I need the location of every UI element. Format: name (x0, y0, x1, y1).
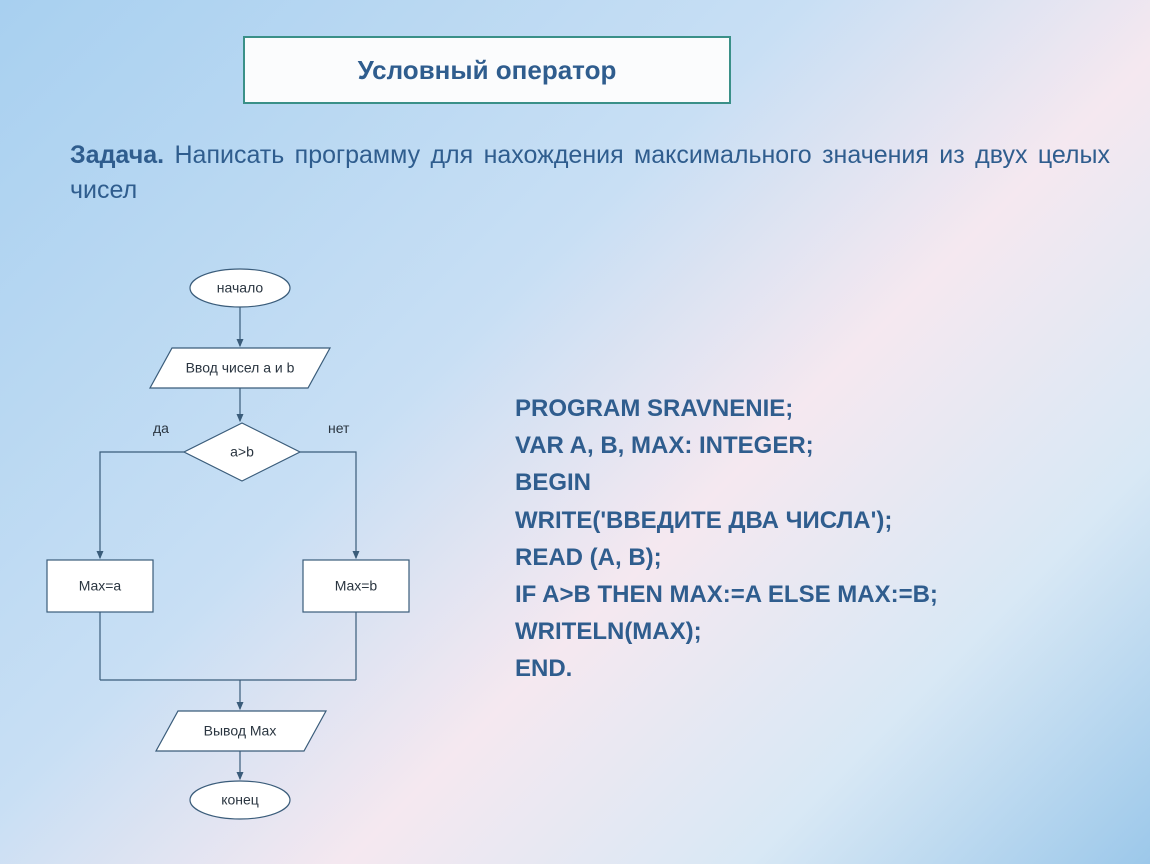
output-label: Вывод Max (204, 723, 277, 739)
code-line: IF A>B THEN MAX:=A ELSE MAX:=B; (515, 576, 938, 613)
yes-label: да (153, 420, 169, 436)
code-line: WRITE('ВВЕДИТЕ ДВА ЧИСЛА'); (515, 502, 938, 539)
task-body: Написать программу для нахождения максим… (70, 141, 1110, 204)
code-line: WRITELN(MAX); (515, 613, 938, 650)
maxa-label: Max=a (79, 578, 122, 594)
title-box: Условный оператор (243, 36, 731, 104)
code-line: BEGIN (515, 464, 938, 501)
code-line: READ (A, B); (515, 539, 938, 576)
code-line: PROGRAM SRAVNENIE; (515, 390, 938, 427)
code-line: END. (515, 650, 938, 687)
input-label: Ввод чисел a и b (186, 360, 295, 376)
no-label: нет (328, 420, 350, 436)
end-label: конец (221, 792, 259, 808)
start-label: начало (217, 280, 264, 296)
code-block: PROGRAM SRAVNENIE; VAR A, B, MAX: INTEGE… (515, 390, 938, 688)
page-title: Условный оператор (358, 55, 617, 86)
task-label: Задача. (70, 141, 164, 169)
maxb-label: Max=b (335, 578, 378, 594)
task-description: Задача. Написать программу для нахождени… (70, 138, 1110, 208)
decision-label: a>b (230, 444, 254, 460)
code-line: VAR A, B, MAX: INTEGER; (515, 427, 938, 464)
flowchart-diagram: начало Ввод чисел a и b a>b да нет Max=a… (38, 260, 498, 840)
